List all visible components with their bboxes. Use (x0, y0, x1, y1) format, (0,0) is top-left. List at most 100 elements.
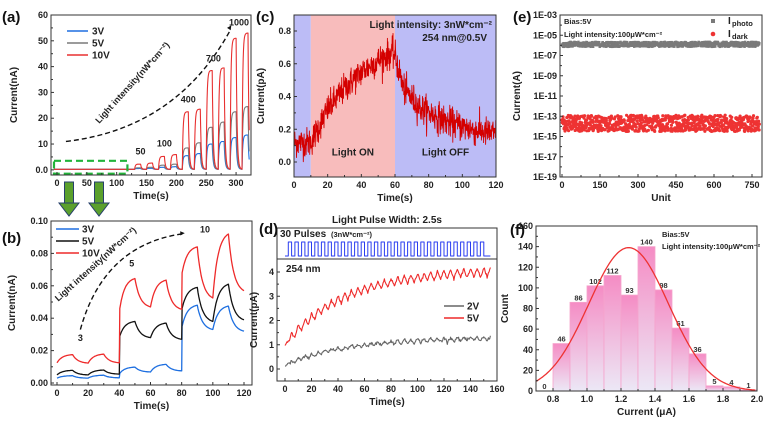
chart-title: Light Pulse Width: 2.5s (332, 215, 442, 226)
dark-point (730, 115, 734, 119)
dark-point (746, 129, 750, 133)
intensity-label: 50 (136, 146, 146, 156)
dark-point (703, 124, 707, 128)
histogram-bar (552, 343, 571, 392)
y-tick-label: 1E-11 (533, 91, 557, 101)
panel-label: (c) (256, 9, 274, 26)
dark-point (673, 129, 678, 133)
photo-point (562, 45, 565, 49)
y-tick-label: 1E-05 (533, 30, 557, 40)
bar-value-label: 140 (640, 238, 653, 247)
photo-point (564, 43, 567, 46)
y-axis-label: Current(pA) (256, 68, 267, 124)
y-tick-label: 60 (38, 10, 48, 20)
photo-point (614, 41, 618, 44)
y-tick-label: 0.02 (30, 346, 48, 356)
dark-point (669, 123, 674, 127)
photo-point (567, 41, 571, 44)
y-tick-label: 3 (269, 291, 274, 301)
bar-value-label: 98 (659, 281, 667, 290)
x-tick-label: 600 (706, 180, 721, 190)
panel-c: Light ON Light OFF 0 20 40 60 80 100 120 0.0 0.2 0.… (256, 9, 504, 204)
y-tick-label: 0.10 (30, 216, 48, 226)
histogram-bar (569, 301, 588, 392)
dark-point (751, 116, 755, 120)
intensity-annotation: Light intensity: 3nW*cm⁻² (370, 20, 493, 31)
legend-label: 3V (82, 225, 95, 236)
histogram-bar (705, 385, 724, 392)
photo-point (577, 40, 580, 44)
bar-value-label: 1 (746, 381, 750, 390)
y-tick-label: 100 (518, 283, 533, 293)
photo-point (642, 40, 646, 44)
pulse-count-label: 30 Pulses (280, 229, 327, 240)
dark-point (661, 114, 665, 118)
dark-point (756, 125, 760, 129)
x-tick-label: 80 (177, 388, 187, 398)
legend-marker-photo (711, 19, 715, 23)
gaussian-fit-curve (535, 247, 756, 391)
legend-label: 5V (92, 39, 105, 50)
down-arrow-shaft (94, 181, 104, 205)
panel-label: (f) (510, 222, 525, 239)
dark-point (640, 116, 644, 120)
dark-point (721, 123, 725, 127)
y-tick-label: 120 (518, 262, 533, 272)
bar-value-label: 36 (693, 345, 701, 354)
dark-point (652, 114, 656, 118)
legend-label: 3V (92, 27, 105, 38)
dark-point (604, 118, 608, 122)
y-tick-label: 1E-15 (533, 132, 557, 142)
intensity-label: 5 (129, 258, 134, 268)
dark-point (757, 128, 761, 132)
y-tick-label: 60 (523, 324, 533, 334)
photo-point (705, 45, 708, 48)
dark-point (683, 113, 687, 117)
dark-point (619, 115, 623, 119)
dark-point (579, 129, 584, 133)
dark-point (756, 119, 761, 123)
x-tick-label: 0.8 (547, 394, 560, 404)
photo-point (585, 41, 589, 44)
intensity-annotation: Light intensity:100μW*cm⁻² (564, 30, 663, 39)
photo-point (709, 43, 713, 46)
intensity-trend-arrow (65, 30, 231, 143)
y-tick-label: 1E-03 (533, 10, 557, 20)
photo-point (680, 41, 683, 44)
dark-point (591, 120, 595, 124)
photo-point (746, 43, 749, 46)
y-tick-label: 140 (518, 242, 533, 252)
zoom-highlight-box (52, 159, 129, 175)
photo-point (694, 41, 697, 44)
photo-point (751, 45, 754, 48)
photo-point (659, 40, 662, 44)
photo-point (624, 44, 627, 48)
photocurrent-trace (293, 33, 497, 163)
series-line-5V (56, 283, 245, 376)
y-tick-label: 1E-17 (533, 152, 557, 162)
y-tick-label: 0.8 (278, 26, 291, 36)
photo-point (642, 45, 645, 48)
dark-point (580, 121, 584, 125)
photo-point (602, 45, 606, 48)
dark-point (671, 120, 675, 124)
x-tick-label: 0 (291, 180, 296, 190)
intensity-label: 100 (157, 139, 172, 149)
photo-point (663, 40, 667, 44)
photo-point (577, 44, 580, 48)
photo-point (732, 41, 736, 44)
photo-point (738, 44, 741, 47)
dark-point (645, 123, 649, 127)
photo-point (758, 42, 761, 45)
photo-point (682, 43, 686, 47)
dark-point (623, 122, 628, 126)
intensity-label: 3 (78, 333, 83, 343)
y-axis-label: Current(nA) (7, 275, 18, 331)
dark-point (755, 115, 759, 119)
legend-subscript: dark (732, 32, 749, 41)
x-tick-label: 100 (410, 384, 425, 394)
photo-point (703, 40, 707, 44)
x-tick-label: 60 (145, 388, 155, 398)
y-tick-label: 1E-19 (533, 172, 557, 182)
x-tick-label: 0 (54, 388, 59, 398)
